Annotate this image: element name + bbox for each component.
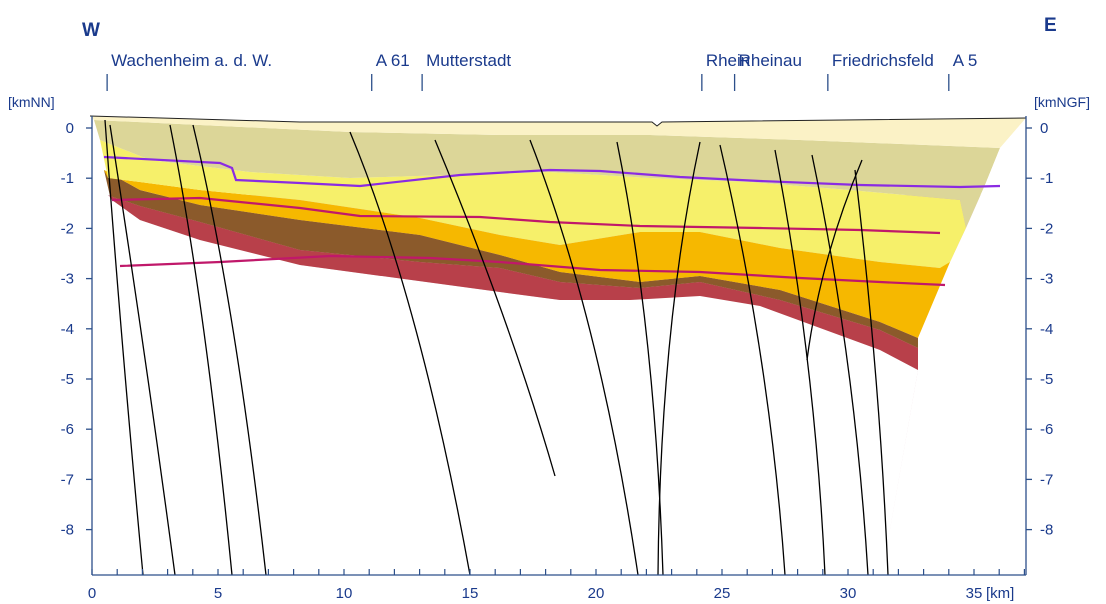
- fault: [616, 141, 664, 576]
- layer-pale-surface: [90, 116, 1026, 148]
- fault: [434, 139, 556, 477]
- location-label: Rhein: [706, 51, 750, 70]
- purple-horizon: [103, 155, 1001, 189]
- x-tick-label: 5: [214, 585, 222, 602]
- fault: [349, 131, 471, 576]
- left-y-tick-label: -8: [61, 522, 74, 539]
- left-y-tick-label: 0: [66, 120, 74, 137]
- right-flank: [882, 118, 1026, 575]
- right-y-tick-label: -2: [1040, 220, 1053, 237]
- fault: [109, 124, 176, 576]
- layer-orange: [104, 170, 960, 338]
- layer-olive: [94, 120, 1000, 228]
- horizon-lines: [103, 155, 1001, 287]
- fault: [529, 139, 639, 576]
- west-label: W: [82, 20, 100, 41]
- layer-brown: [104, 170, 918, 348]
- x-tick-label: 35: [966, 585, 983, 602]
- x-axis-unit: [km]: [986, 585, 1014, 602]
- left-y-tick-label: -2: [61, 220, 74, 237]
- fault: [169, 124, 233, 576]
- fault: [811, 154, 869, 576]
- left-y-tick-label: -5: [61, 371, 74, 388]
- x-tick-label: 30: [840, 585, 857, 602]
- x-tick-label: 10: [336, 585, 353, 602]
- y-axis-ticks: 0 0 -1 -1 -2 -2 -3 -3 -4 -4 -5 -5 -6 -6 -7 -7 -8 -8: [61, 120, 1054, 539]
- location-label: Rheinau: [739, 51, 802, 70]
- fault: [657, 141, 701, 576]
- location-label: A 5: [953, 51, 978, 70]
- layer-dark-red: [110, 196, 918, 370]
- surface-outline: [89, 115, 1027, 127]
- location-label: Wachenheim a. d. W.: [111, 51, 272, 70]
- x-tick-label: 0: [88, 585, 96, 602]
- right-y-tick-label: -1: [1040, 170, 1053, 187]
- section-body: [90, 116, 1026, 575]
- fault: [854, 169, 889, 576]
- right-y-tick-label: -8: [1040, 522, 1053, 539]
- location-label: Mutterstadt: [426, 51, 511, 70]
- left-y-tick-label: -1: [61, 170, 74, 187]
- right-y-tick-label: -3: [1040, 271, 1053, 288]
- left-axis-unit: [kmNN]: [8, 94, 55, 110]
- right-axis-unit: [kmNGF]: [1034, 94, 1090, 110]
- x-tick-label: 20: [588, 585, 605, 602]
- fault: [774, 149, 826, 576]
- location-labels: Wachenheim a. d. W. A 61 Mutterstadt RheinR…: [106, 51, 978, 91]
- right-y-tick-label: -7: [1040, 471, 1053, 488]
- location-label: A 61: [376, 51, 410, 70]
- left-y-tick-label: -3: [61, 271, 74, 288]
- x-tick-label: 25: [714, 585, 731, 602]
- left-y-tick-label: -7: [61, 471, 74, 488]
- magenta-horizon-lower: [119, 254, 946, 287]
- left-y-tick-label: -6: [61, 421, 74, 438]
- fault: [104, 119, 144, 576]
- right-y-tick-label: -6: [1040, 421, 1053, 438]
- east-label: E: [1044, 15, 1057, 36]
- fault: [806, 159, 863, 361]
- right-y-tick-label: -4: [1040, 321, 1053, 338]
- layer-yellow: [100, 140, 966, 268]
- x-axis-ticks: 0 5 10 15 20 25 30 35 [km]: [88, 569, 1026, 602]
- magenta-horizon-upper: [111, 196, 941, 235]
- right-y-tick-label: -5: [1040, 371, 1053, 388]
- right-y-tick-label: 0: [1040, 120, 1048, 137]
- location-label: Friedrichsfeld: [832, 51, 934, 70]
- plot-frame: [91, 116, 1027, 576]
- x-tick-label: 15: [462, 585, 479, 602]
- fault: [192, 124, 267, 576]
- fault: [719, 144, 786, 576]
- left-y-tick-label: -4: [61, 321, 74, 338]
- fault-lines: [104, 119, 889, 576]
